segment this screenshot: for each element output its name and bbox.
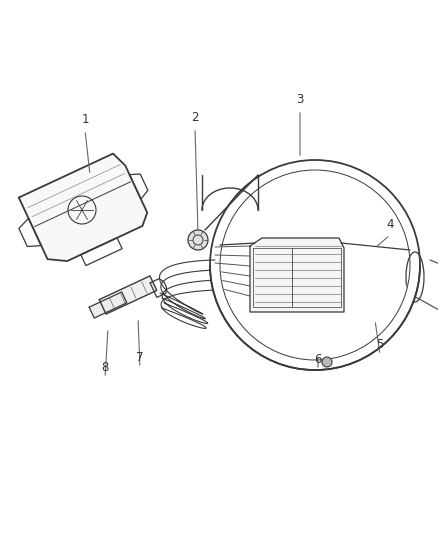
Text: 7: 7 [136, 351, 144, 364]
Text: 8: 8 [101, 361, 109, 374]
Text: 4: 4 [386, 218, 394, 231]
Text: 6: 6 [314, 353, 322, 366]
Circle shape [188, 230, 208, 250]
Circle shape [322, 357, 332, 367]
Wedge shape [211, 265, 419, 369]
Polygon shape [250, 238, 344, 312]
Polygon shape [89, 292, 127, 318]
Text: 1: 1 [81, 113, 89, 126]
Polygon shape [99, 276, 157, 314]
Text: 5: 5 [376, 338, 384, 351]
Text: 2: 2 [191, 111, 199, 124]
Text: 3: 3 [297, 93, 304, 106]
Polygon shape [19, 154, 147, 261]
